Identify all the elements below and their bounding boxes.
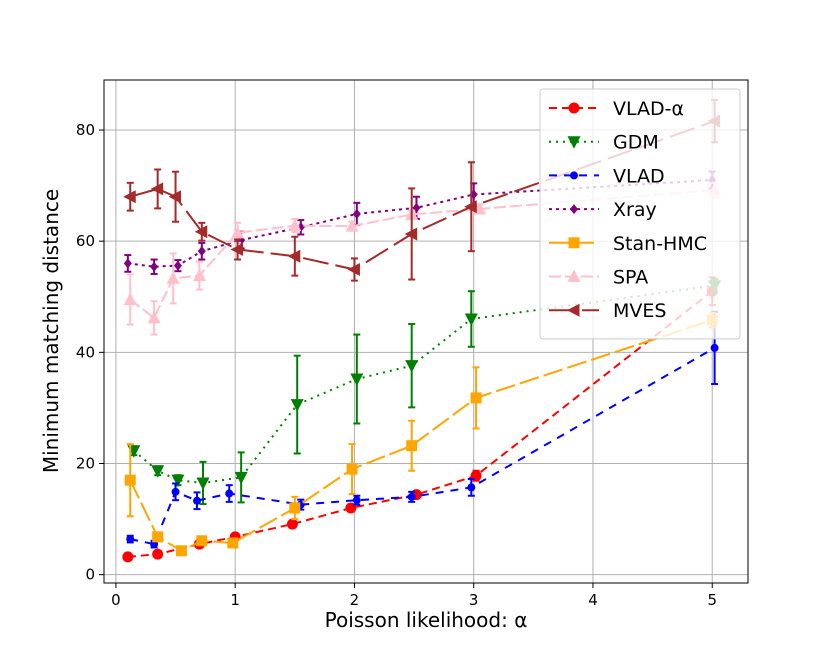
legend-label-mves: MVES xyxy=(613,300,666,322)
mves-point xyxy=(168,190,182,204)
stan-hmc-point xyxy=(176,545,188,557)
x-tick-label: 1 xyxy=(230,591,240,609)
gdm-point xyxy=(290,399,304,412)
x-tick-label: 5 xyxy=(707,591,717,609)
spa-point xyxy=(231,225,245,239)
vlad-point xyxy=(407,492,416,501)
legend-label-stan-hmc: Stan-HMC xyxy=(613,233,707,255)
stan-hmc-point xyxy=(196,535,208,547)
gdm-point xyxy=(350,373,364,387)
gdm-point xyxy=(234,471,248,485)
vlad-line xyxy=(127,290,713,558)
stan-hmc-line xyxy=(129,319,713,552)
legend-label-vlad: VLAD xyxy=(613,165,665,187)
legend-label-gdm: GDM xyxy=(613,132,659,154)
vlad-point xyxy=(193,496,202,505)
y-tick-label: 80 xyxy=(76,121,95,139)
legend-item-vlad: VLAD xyxy=(549,165,665,187)
mves-line xyxy=(129,120,715,271)
legend-marker-vlad xyxy=(568,102,580,114)
vlad-point xyxy=(126,535,135,544)
spa-point xyxy=(345,219,359,232)
stan-hmc-point xyxy=(470,392,482,404)
x-tick-label: 3 xyxy=(469,591,479,609)
mves-point xyxy=(194,225,208,239)
legend-label-spa: SPA xyxy=(613,267,648,289)
mves-point xyxy=(464,200,477,214)
vlad-point xyxy=(225,489,234,498)
legend-item-stan-hmc: Stan-HMC xyxy=(549,233,707,255)
legend-item-gdm: GDM xyxy=(549,132,659,154)
y-axis-label: Minimum matching distance xyxy=(39,189,63,473)
stan-hmc-point xyxy=(124,474,136,486)
y-tick-label: 0 xyxy=(85,566,95,584)
x-tick-label: 2 xyxy=(350,591,360,609)
vlad-line xyxy=(129,347,716,546)
vlad-point xyxy=(171,487,180,496)
spa-line xyxy=(129,189,715,320)
x-axis-label: Poisson likelihood: α xyxy=(325,608,528,632)
plot-frame xyxy=(103,79,749,584)
xray-line xyxy=(127,179,713,268)
legend-marker-stan-hmc xyxy=(568,237,580,249)
vlad-point xyxy=(286,518,298,530)
spa-point xyxy=(166,271,180,284)
x-tick-label: 0 xyxy=(111,591,121,609)
vlad-point xyxy=(467,483,476,492)
x-tick-label: 4 xyxy=(588,591,598,609)
xray-point xyxy=(352,208,361,219)
spa-point xyxy=(123,292,137,306)
vlad-point xyxy=(352,496,361,505)
legend-label-vlad: VLAD-α xyxy=(613,98,684,120)
y-tick-label: 40 xyxy=(76,343,95,361)
mves-point xyxy=(150,182,164,196)
mves-point xyxy=(230,243,244,257)
legend-marker-gdm xyxy=(567,136,581,149)
legend-item-mves: MVES xyxy=(549,300,666,322)
legend-item-vlad: VLAD-α xyxy=(549,98,684,120)
y-tick-label: 20 xyxy=(76,455,95,473)
stan-hmc-point xyxy=(289,502,301,514)
legend-marker-xray xyxy=(570,204,578,215)
stan-hmc-point xyxy=(406,440,418,452)
stan-hmc-point xyxy=(227,537,239,549)
spa-point xyxy=(288,218,302,232)
mves-point xyxy=(123,190,136,204)
gdm-line xyxy=(133,284,715,485)
xray-point xyxy=(197,246,206,257)
legend-marker-mves xyxy=(567,303,580,317)
spa-point xyxy=(192,268,206,282)
vlad-point xyxy=(710,343,719,352)
stan-hmc-point xyxy=(152,531,164,543)
xray-point xyxy=(150,261,159,272)
gdm-point xyxy=(464,313,478,326)
legend-item-spa: SPA xyxy=(549,267,648,289)
y-tick-label: 60 xyxy=(76,232,95,250)
xray-point xyxy=(123,258,132,269)
mves-point xyxy=(347,263,360,277)
legend: VLAD-α GDM VLAD Xray Stan-HMC SPA MVES xyxy=(539,88,741,340)
gdm-point xyxy=(151,465,165,478)
stan-hmc-point xyxy=(346,463,358,475)
vlad-point xyxy=(152,548,164,560)
gdm-point xyxy=(171,474,185,488)
series-group xyxy=(122,99,722,563)
mves-point xyxy=(287,249,301,263)
gdm-point xyxy=(196,477,210,490)
vlad-point xyxy=(122,551,134,563)
legend-marker-vlad xyxy=(570,171,578,180)
legend-label-xray: Xray xyxy=(613,199,657,221)
mves-point xyxy=(404,227,418,241)
gdm-series xyxy=(127,277,722,506)
spa-point xyxy=(147,310,161,324)
legend-marker-spa xyxy=(567,269,581,282)
ticks: 0 1 2 3 4 5 0 20 40 60 80 xyxy=(76,121,717,609)
legend-item-xray: Xray xyxy=(549,199,657,221)
gdm-point xyxy=(405,360,419,373)
xray-point xyxy=(173,260,182,271)
vlad-series xyxy=(126,310,719,549)
